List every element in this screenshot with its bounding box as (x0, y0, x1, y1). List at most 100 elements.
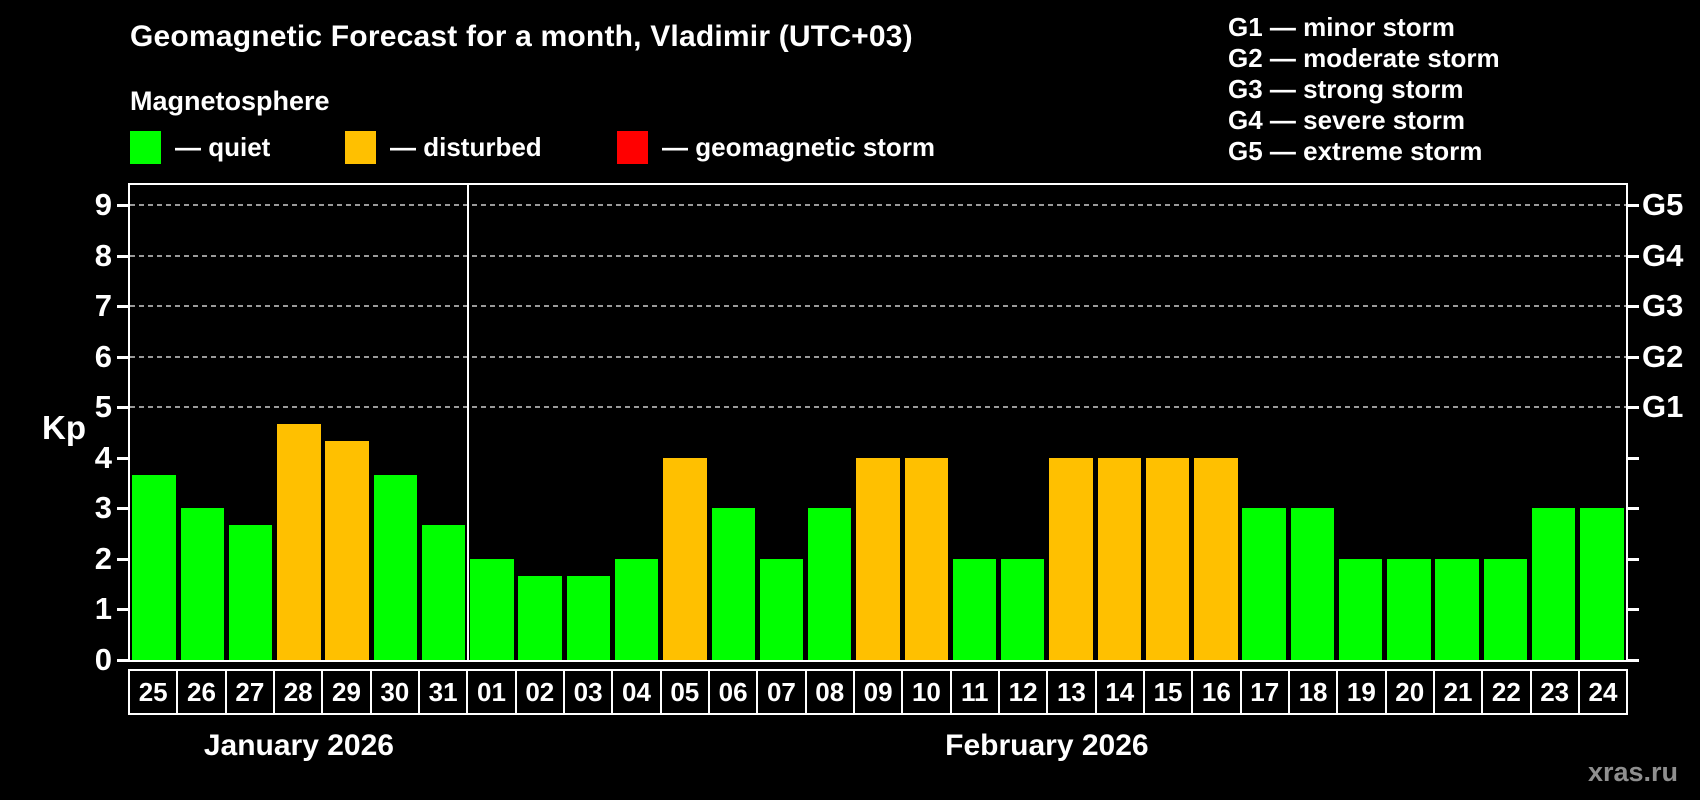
day-label-cell: 08 (807, 671, 855, 713)
kp-bar (1387, 558, 1431, 660)
storm-scale-legend-line: G2 — moderate storm (1228, 43, 1500, 73)
g-scale-label-g1: G1 (1642, 389, 1684, 425)
y-axis-tick (117, 507, 128, 511)
right-axis-tick (1628, 305, 1639, 309)
kp-bar (952, 558, 997, 660)
storm-scale-legend: G1 — minor storm G2 — moderate storm G3 — … (1228, 12, 1500, 167)
right-axis-tick (1628, 507, 1639, 511)
kp-bar (1338, 558, 1383, 660)
day-label-cell: 07 (758, 671, 807, 713)
storm-color-swatch (617, 131, 648, 164)
y-axis-tick (117, 254, 128, 258)
kp-bar (421, 525, 466, 660)
day-label-cell: 03 (565, 671, 614, 713)
g-scale-label-g4: G4 (1642, 237, 1684, 273)
y-axis-tick-label: 5 (94, 389, 112, 425)
right-axis-tick (1628, 557, 1639, 561)
y-axis-tick-label: 7 (94, 288, 112, 324)
storm-scale-legend-line: G1 — minor storm (1228, 12, 1455, 42)
day-label-cell: 24 (1588, 676, 1618, 707)
kp-bar (1290, 508, 1335, 660)
day-label-cell: 15 (1145, 671, 1194, 713)
day-label-cell: 16 (1193, 671, 1242, 713)
kp-bar (614, 558, 659, 660)
kp-bar (373, 474, 418, 660)
day-label-cell: 10 (903, 671, 952, 713)
chart-title: Geomagnetic Forecast for a month, Vladim… (130, 20, 913, 53)
magnetosphere-label: Magnetosphere (130, 86, 330, 116)
legend-item-label: — quiet (175, 132, 271, 162)
chart-plot-area: 0 1 2 3 4 5 6 7 8 9 G1 G2 G3 G4 G5 (95, 183, 1683, 677)
day-label-cell: 12 (1000, 671, 1049, 713)
legend-item-label: — disturbed (390, 132, 542, 162)
legend-item-storm: — geomagnetic storm (617, 131, 935, 164)
y-axis-tick (117, 355, 128, 359)
day-label-cell: 01 (468, 671, 517, 713)
gridline-kp-5 (130, 406, 1626, 409)
legend-item-disturbed: — disturbed (345, 131, 542, 164)
day-label-cell: 19 (1338, 671, 1387, 713)
kp-bar (325, 441, 369, 660)
day-label-cell: 13 (1048, 671, 1097, 713)
right-axis-tick (1628, 204, 1639, 208)
month-label: February 2026 (945, 729, 1149, 762)
disturbed-color-swatch (345, 131, 376, 164)
day-label-cell: 02 (517, 671, 565, 713)
storm-scale-legend-line: G3 — strong storm (1228, 74, 1464, 104)
day-label-cell: 25 (130, 671, 179, 713)
kp-bar (1242, 508, 1286, 660)
y-axis-tick-label: 3 (94, 490, 112, 526)
kp-bar (566, 575, 611, 660)
right-axis-tick (1628, 456, 1639, 460)
day-label-cell: 21 (1435, 671, 1484, 713)
quiet-color-swatch (130, 131, 161, 164)
x-axis-day-labels: 25 26 27 28 29 30 31 01 02 03 04 05 06 07 08 09 10 11 12 13… (128, 669, 1628, 715)
day-label-cell: 23 (1532, 671, 1580, 713)
day-label-cell: 28 (275, 671, 324, 713)
day-label-cell: 04 (613, 671, 662, 713)
g-scale-label-g2: G2 (1642, 338, 1684, 374)
gridline-kp-8 (130, 254, 1626, 257)
kp-bar (1483, 558, 1528, 660)
day-label-cell: 06 (710, 671, 759, 713)
day-label-cell: 29 (323, 671, 372, 713)
y-axis-tick (117, 456, 128, 460)
y-axis-tick (117, 608, 128, 612)
gridline-kp-9 (130, 204, 1626, 207)
kp-bar (132, 474, 176, 660)
g-scale-label-g3: G3 (1642, 288, 1684, 324)
watermark: xras.ru (1587, 757, 1678, 787)
kp-bar (1097, 457, 1141, 660)
right-axis-tick (1628, 355, 1639, 359)
g-scale-label-g5: G5 (1642, 187, 1684, 223)
kp-bar (1145, 457, 1190, 660)
day-label-cell: 17 (1242, 671, 1290, 713)
day-label-cell: 18 (1290, 671, 1339, 713)
day-label-cell: 30 (372, 671, 420, 713)
legend-item-label: — geomagnetic storm (662, 132, 936, 162)
kp-bar (1531, 508, 1576, 660)
kp-bar (180, 508, 225, 660)
month-separator (466, 185, 469, 660)
day-label-cell: 09 (855, 671, 904, 713)
day-label-cell: 20 (1387, 671, 1435, 713)
kp-bar (1001, 558, 1045, 660)
y-axis-tick-label: 9 (94, 187, 112, 223)
kp-bar (228, 525, 273, 660)
storm-scale-legend-line: G5 — extreme storm (1228, 136, 1483, 166)
kp-bar (1580, 508, 1624, 660)
kp-bar (1194, 457, 1238, 660)
gridline-kp-6 (130, 355, 1626, 358)
y-axis-tick-label: 1 (94, 591, 112, 627)
day-label-cell: 26 (178, 671, 227, 713)
gridline-kp-7 (130, 305, 1626, 308)
kp-bar (470, 558, 514, 660)
kp-bar (1435, 558, 1479, 660)
y-axis-tick (117, 305, 128, 309)
kp-bar (904, 457, 948, 660)
day-label-cell: 31 (420, 671, 469, 713)
month-label: January 2026 (203, 729, 394, 762)
kp-bar (759, 558, 804, 660)
kp-bar (518, 575, 562, 660)
